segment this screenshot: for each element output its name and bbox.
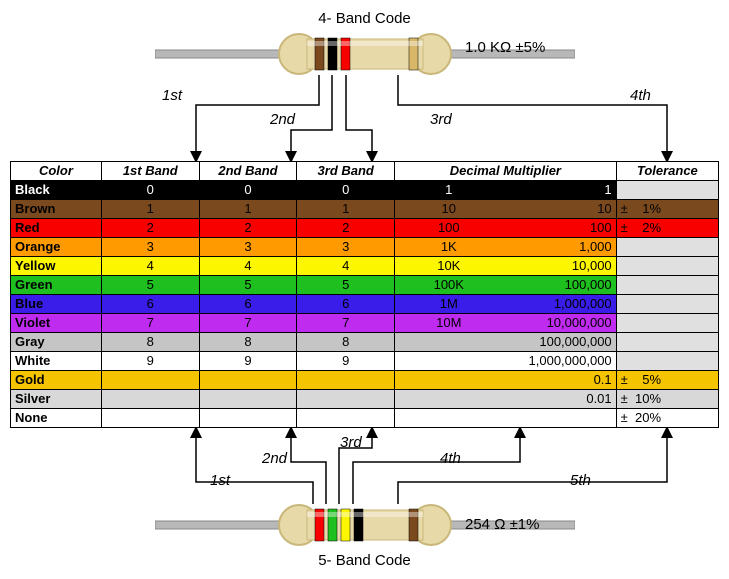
th-1st: 1st Band xyxy=(101,162,199,181)
top-value-label: 1.0 KΩ ±5% xyxy=(465,39,545,56)
top-label-2nd: 2nd xyxy=(270,111,295,128)
table-header-row: Color 1st Band 2nd Band 3rd Band Decimal… xyxy=(11,162,719,181)
top-label-1st: 1st xyxy=(162,87,182,104)
table-row: Gray888100,000,000 xyxy=(11,333,719,352)
table-row: Gold0.1± 5% xyxy=(11,371,719,390)
top-label-4th: 4th xyxy=(630,87,651,104)
top-title: 4- Band Code xyxy=(10,10,719,27)
table-row: Blue6661M1,000,000 xyxy=(11,295,719,314)
table-row: Red222100100± 2% xyxy=(11,219,719,238)
top-label-3rd: 3rd xyxy=(430,111,452,128)
bot-label-2nd: 2nd xyxy=(262,450,287,467)
th-color: Color xyxy=(11,162,102,181)
resistor-color-code-diagram: 4- Band Code 1.0 KΩ ±5% 1st 2nd 3rd 4th … xyxy=(10,10,719,569)
bot-label-5th: 5th xyxy=(570,472,591,489)
table-row: White9991,000,000,000 xyxy=(11,352,719,371)
bottom-value-label: 254 Ω ±1% xyxy=(465,516,540,533)
table-row: Yellow44410K10,000 xyxy=(11,257,719,276)
table-row: Brown1111010± 1% xyxy=(11,200,719,219)
bot-label-4th: 4th xyxy=(440,450,461,467)
table-row: Orange3331K1,000 xyxy=(11,238,719,257)
th-mult: Decimal Multiplier xyxy=(395,162,617,181)
bot-label-1st: 1st xyxy=(210,472,230,489)
th-tol: Tolerance xyxy=(616,162,718,181)
bottom-title: 5- Band Code xyxy=(10,552,719,569)
table-row: None± 20% xyxy=(11,409,719,428)
table-row: Violet77710M10,000,000 xyxy=(11,314,719,333)
top-resistor-area: 1.0 KΩ ±5% 1st 2nd 3rd 4th xyxy=(10,31,719,161)
table-row: Black00011 xyxy=(11,181,719,200)
th-2nd: 2nd Band xyxy=(199,162,297,181)
bot-label-3rd: 3rd xyxy=(340,434,362,451)
table-row: Silver0.01± 10% xyxy=(11,390,719,409)
color-code-table: Color 1st Band 2nd Band 3rd Band Decimal… xyxy=(10,161,719,428)
bottom-resistor-area: 1st 2nd 3rd 4th 5th 254 Ω ±1% xyxy=(10,428,719,548)
table-row: Green555100K100,000 xyxy=(11,276,719,295)
th-3rd: 3rd Band xyxy=(297,162,395,181)
